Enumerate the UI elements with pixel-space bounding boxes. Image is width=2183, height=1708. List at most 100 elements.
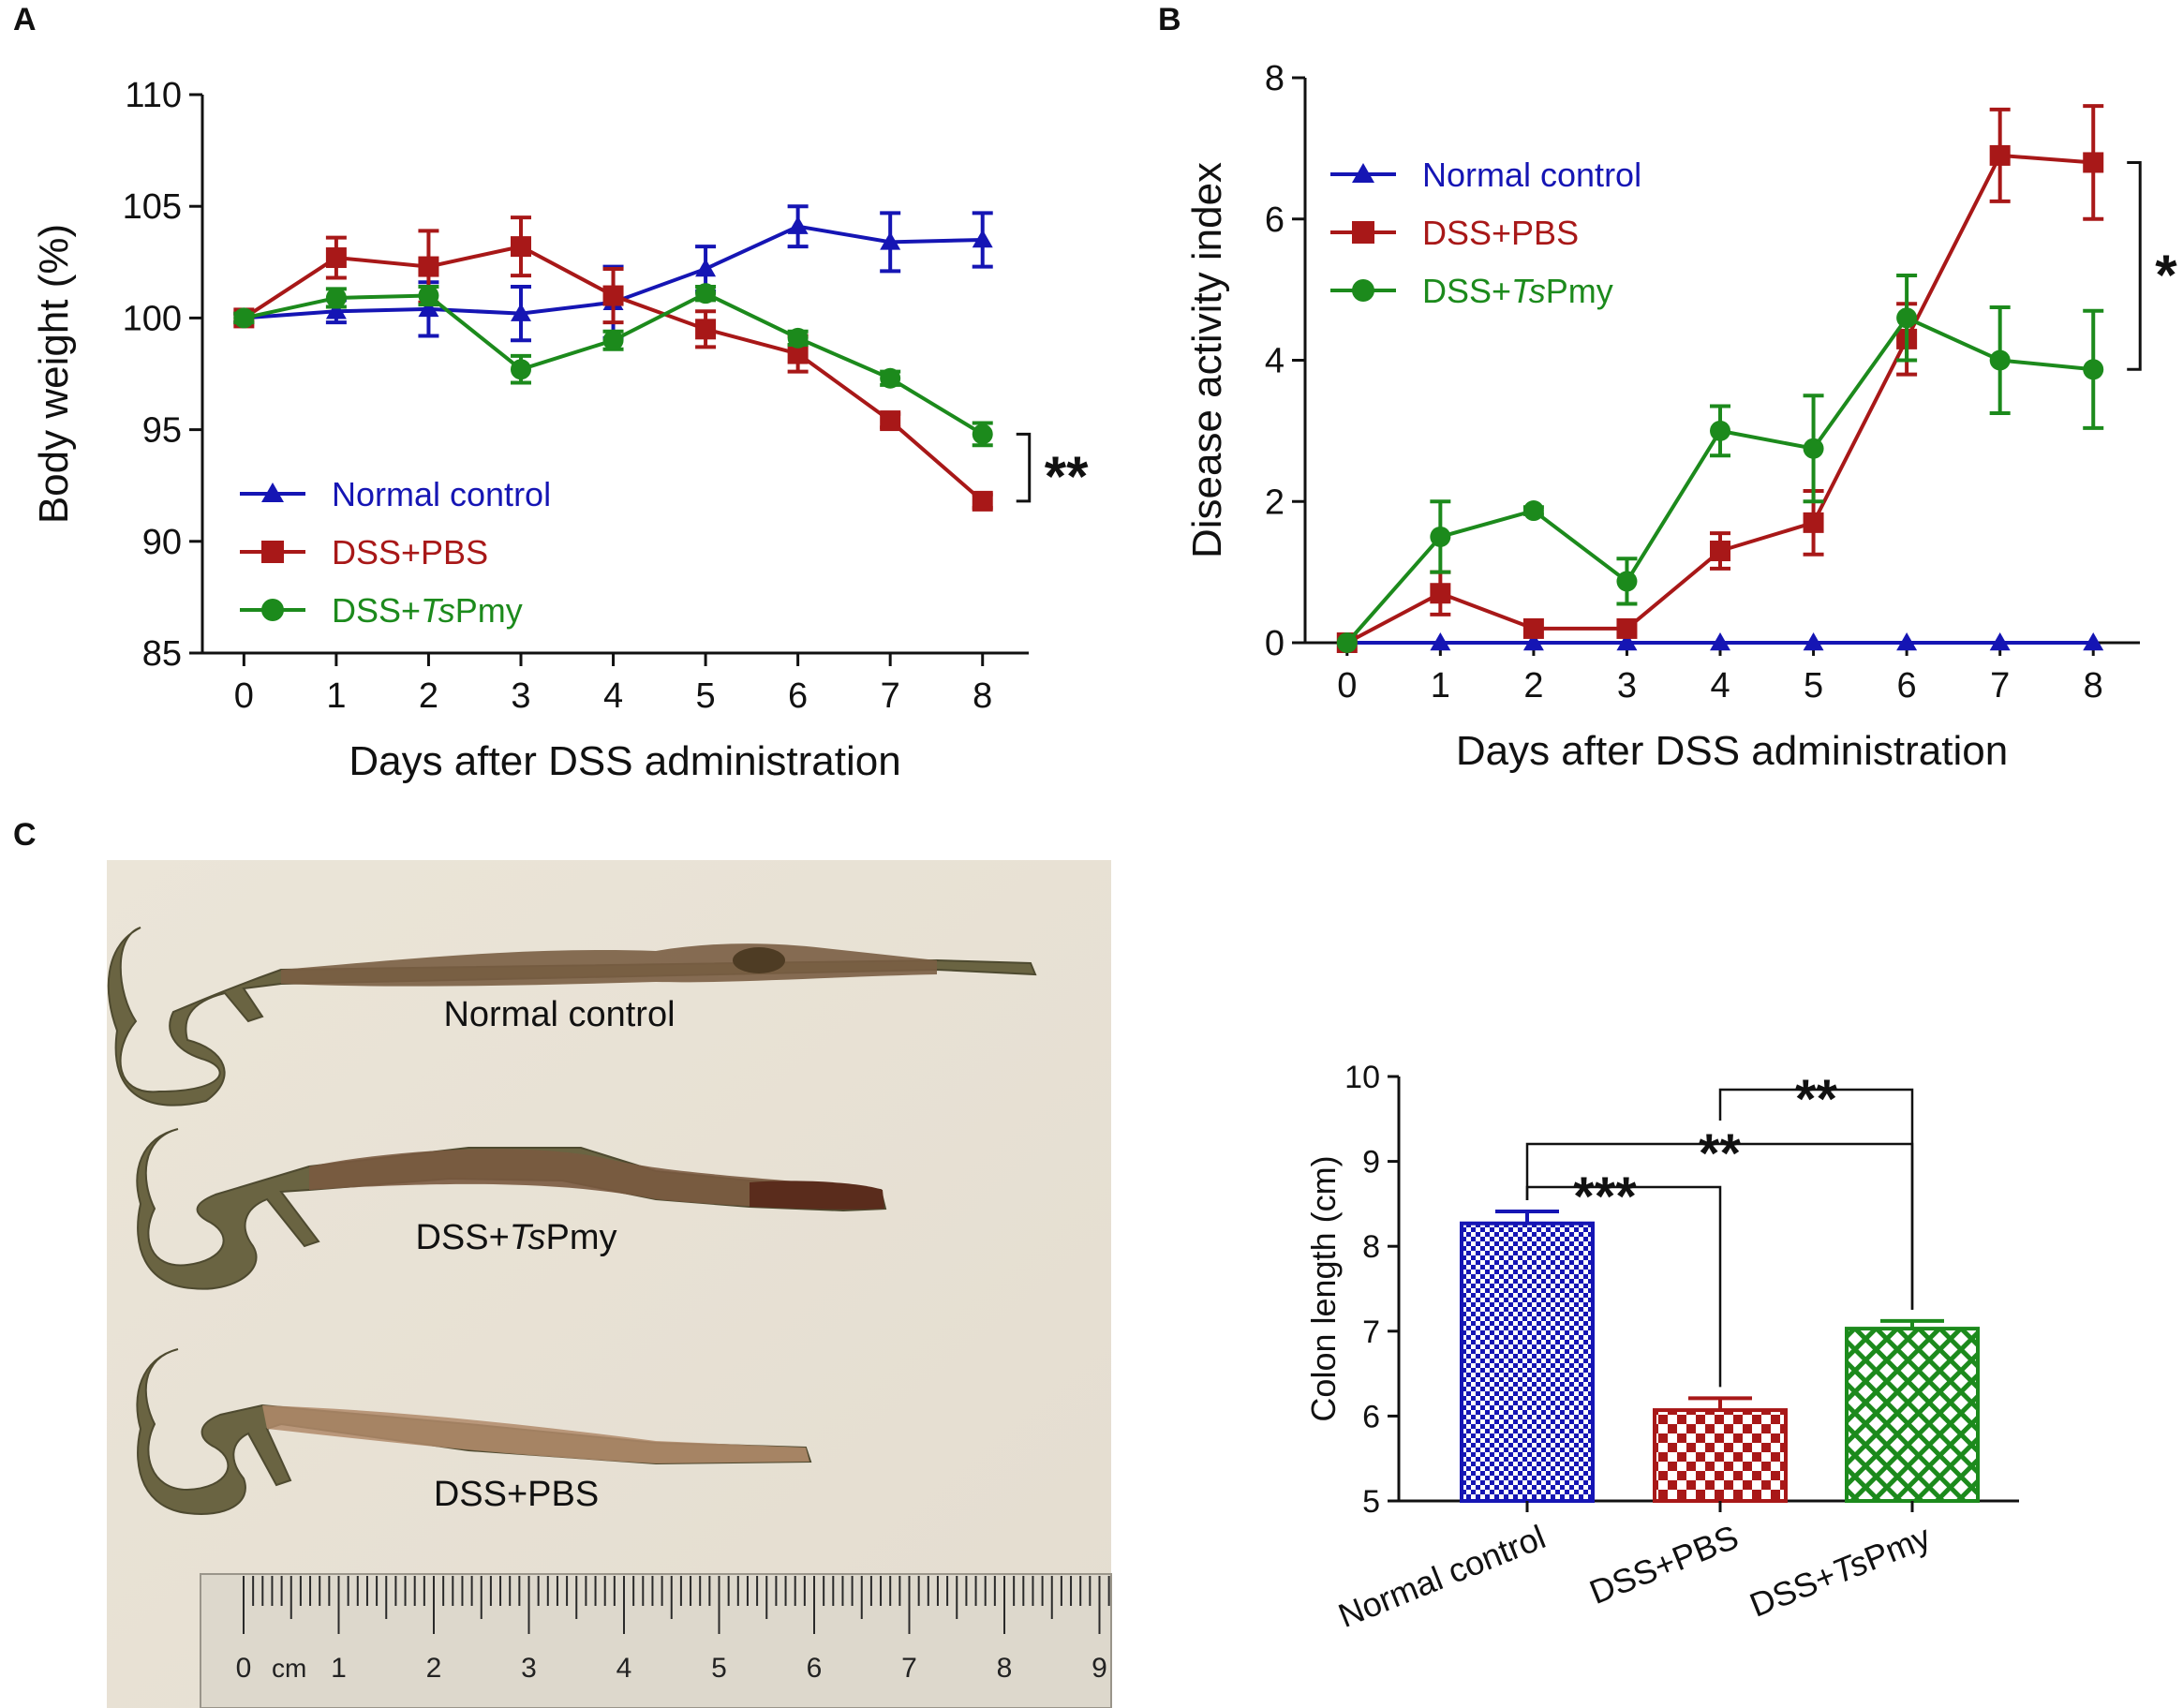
data-point-tspmy (418, 285, 439, 306)
series-line-tspmy (1345, 315, 2094, 645)
data-point-normal (325, 301, 347, 319)
x-tick-label: 0 (234, 676, 254, 716)
x-axis-title: Days after DSS administration (1456, 728, 2008, 774)
x-tick-label: 4 (603, 676, 623, 716)
x-tick-label: 4 (1710, 666, 1730, 705)
panel-label-a: A (13, 2, 37, 37)
x-tick-label: 2 (1523, 666, 1543, 705)
ruler-body (200, 1573, 1112, 1708)
x-tick-label: 6 (1897, 666, 1917, 705)
x-tick-label-normal: Normal control (1333, 1517, 1551, 1635)
ruler-number: 7 (901, 1653, 917, 1684)
data-point-normal (1989, 632, 2011, 651)
legend-label-tspmy: DSS+TsPmy (332, 591, 523, 630)
data-point-pbs (510, 236, 531, 258)
data-point-tspmy (1803, 438, 1824, 459)
data-point-normal (1896, 632, 1918, 651)
data-point-pbs (1710, 541, 1731, 562)
data-point-tspmy (1336, 632, 1358, 653)
data-point-pbs (1430, 583, 1451, 604)
data-point-normal (1522, 632, 1544, 651)
colon-photo: Normal control DSS+TsPmy DSS+PBS 0 1 2 3 4 5 6… (107, 860, 1112, 1708)
y-tick-label: 6 (1362, 1399, 1380, 1434)
y-tick-label: 90 (142, 523, 182, 562)
y-tick-label: 6 (1265, 201, 1285, 240)
significance-label: ** (1795, 1069, 1838, 1130)
photo-background (107, 860, 1111, 1708)
colon-pbs-illustration (136, 1348, 812, 1515)
series-tspmy (233, 283, 993, 448)
data-point-tspmy (972, 423, 993, 445)
data-point-tspmy (510, 359, 531, 380)
legend-label-pbs: DSS+PBS (1422, 214, 1579, 252)
photo-label-normal: Normal control (443, 995, 675, 1034)
x-tick-label: 2 (419, 676, 438, 716)
data-point-tspmy (787, 327, 809, 349)
y-axis-title: Colon length (cm) (1304, 1155, 1343, 1421)
data-point-tspmy (1989, 349, 2011, 371)
ruler-number: 0 (236, 1653, 252, 1684)
legend-marker-tspmy (261, 599, 284, 621)
data-point-tspmy (1710, 420, 1731, 441)
data-point-pbs (602, 285, 624, 306)
x-tick-label-tspmy: DSS+TsPmy (1745, 1517, 1936, 1624)
y-tick-label: 110 (125, 76, 182, 115)
series-normal (1336, 632, 2104, 651)
y-tick-label: 105 (123, 187, 182, 227)
data-point-normal (418, 298, 439, 318)
data-point-pbs (1522, 617, 1544, 639)
legend-label-normal: Normal control (332, 475, 551, 513)
x-axis-title: Days after DSS administration (349, 738, 900, 784)
data-point-normal (1803, 632, 1824, 651)
data-point-tspmy (880, 367, 901, 389)
data-point-pbs (880, 410, 901, 432)
significance-label: *** (1573, 1166, 1637, 1227)
chart-colon-length: 5 6 7 8 9 10 Colon length (cm) Normal control DS… (1304, 1060, 2019, 1635)
data-point-tspmy (325, 287, 347, 308)
data-point-tspmy (2083, 359, 2104, 380)
x-tick-label: 3 (511, 676, 530, 716)
x-tick-label: 5 (1804, 666, 1823, 705)
data-point-tspmy (602, 330, 624, 351)
data-point-normal (2083, 632, 2104, 651)
legend-marker-pbs (1352, 221, 1374, 244)
x-tick-label: 1 (1431, 666, 1450, 705)
data-point-pbs (325, 247, 347, 269)
y-axis-title: Body weight (%) (31, 224, 77, 524)
x-tick-label: 7 (881, 676, 900, 716)
y-tick-label: 5 (1362, 1484, 1380, 1520)
bar-pbs (1653, 1408, 1788, 1503)
bar-normal (1460, 1221, 1595, 1504)
data-point-pbs (695, 319, 717, 340)
panel-label-b: B (1158, 2, 1181, 37)
ruler-number: 9 (1092, 1653, 1107, 1684)
x-tick-label: 6 (788, 676, 808, 716)
y-tick-label: 7 (1362, 1314, 1380, 1350)
significance-label: ** (1045, 445, 1089, 508)
legend-marker-pbs (261, 541, 284, 563)
y-tick-label: 9 (1362, 1145, 1380, 1181)
y-tick-label: 10 (1344, 1060, 1380, 1095)
y-tick-label: 85 (142, 634, 182, 674)
ruler-number: 8 (997, 1653, 1013, 1684)
data-point-tspmy (1430, 526, 1451, 547)
legend-label-tspmy: DSS+TsPmy (1422, 272, 1613, 310)
legend: Normal control DSS+PBS DSS+TsPmy (240, 475, 551, 630)
data-point-pbs (2083, 152, 2104, 173)
data-point-pbs (418, 256, 439, 277)
colon-tspmy-illustration (136, 1128, 887, 1290)
colon-normal-illustration (107, 927, 1037, 1106)
significance-bracket (1718, 1088, 1914, 1310)
ruler-number: 5 (711, 1653, 727, 1684)
bar-tspmy (1845, 1327, 1980, 1504)
x-tick-label: 1 (326, 676, 346, 716)
x-tick-label: 5 (696, 676, 716, 716)
data-point-normal (695, 258, 717, 277)
legend-marker-tspmy (1352, 279, 1374, 302)
data-point-normal (972, 229, 993, 248)
data-point-normal (1430, 632, 1451, 651)
data-point-tspmy (695, 283, 717, 304)
significance-label: ** (1699, 1123, 1742, 1184)
chart-body-weight: 85 90 95 100 105 110 0 1 2 3 4 5 6 7 8 Days after DSS a… (31, 76, 1089, 784)
